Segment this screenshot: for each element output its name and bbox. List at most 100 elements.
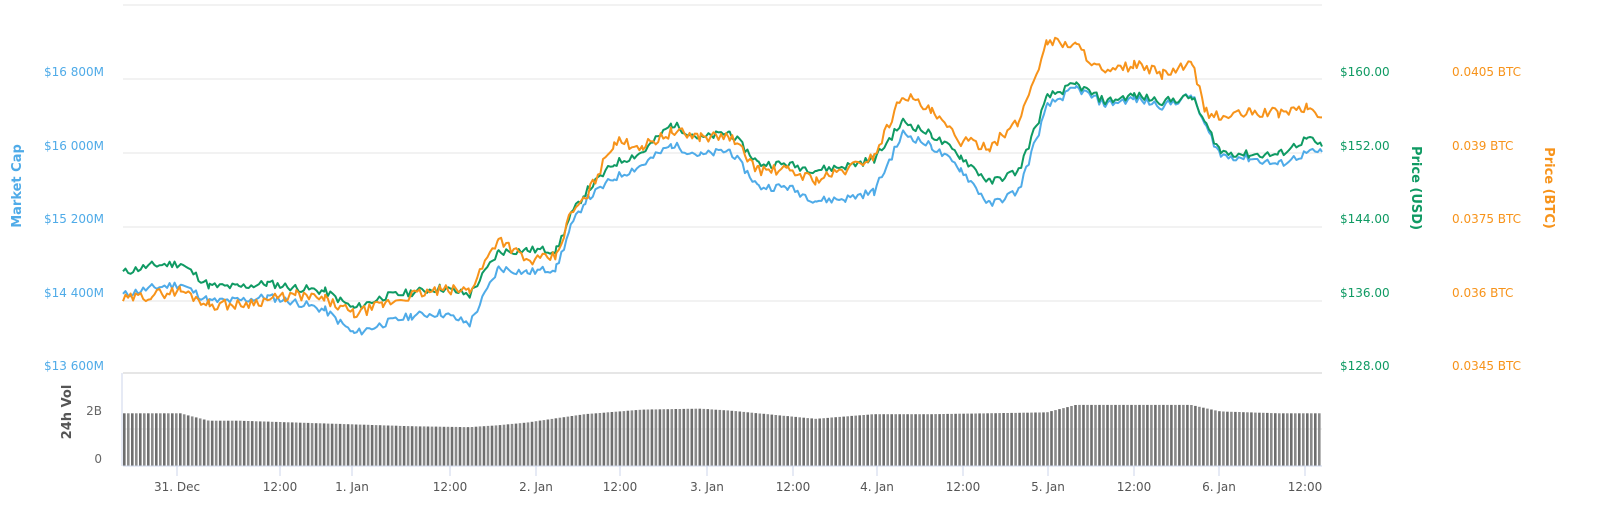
volume-bar[interactable] bbox=[838, 416, 841, 466]
volume-bar[interactable] bbox=[1078, 404, 1081, 466]
volume-bar[interactable] bbox=[147, 413, 150, 466]
volume-bar[interactable] bbox=[226, 420, 230, 466]
volume-bar[interactable] bbox=[306, 422, 310, 466]
volume-bar[interactable] bbox=[494, 425, 498, 466]
volume-bar[interactable] bbox=[1002, 413, 1005, 466]
volume-bar[interactable] bbox=[167, 413, 170, 466]
volume-bar[interactable] bbox=[1062, 408, 1065, 466]
volume-bar[interactable] bbox=[550, 418, 554, 466]
volume-bar[interactable] bbox=[1318, 413, 1321, 466]
volume-bar[interactable] bbox=[190, 416, 194, 466]
volume-bar[interactable] bbox=[1130, 404, 1133, 466]
volume-bar[interactable] bbox=[938, 414, 941, 466]
volume-bar[interactable] bbox=[222, 420, 226, 466]
volume-bar[interactable] bbox=[998, 413, 1001, 466]
volume-bar[interactable] bbox=[602, 412, 606, 466]
volume-bar[interactable] bbox=[1306, 413, 1309, 466]
volume-bar[interactable] bbox=[1042, 412, 1045, 466]
volume-bar[interactable] bbox=[858, 415, 861, 466]
volume-bar[interactable] bbox=[1046, 412, 1049, 466]
volume-bar[interactable] bbox=[1206, 408, 1209, 466]
volume-bar[interactable] bbox=[606, 412, 610, 466]
volume-bar[interactable] bbox=[1174, 404, 1177, 466]
volume-bar[interactable] bbox=[698, 408, 702, 466]
volume-bar[interactable] bbox=[1282, 413, 1285, 466]
volume-bar[interactable] bbox=[1230, 411, 1233, 466]
volume-bar[interactable] bbox=[442, 426, 446, 466]
volume-bar[interactable] bbox=[734, 411, 738, 466]
volume-bar[interactable] bbox=[686, 408, 690, 466]
volume-bar[interactable] bbox=[1234, 411, 1237, 466]
volume-bar[interactable] bbox=[1166, 404, 1169, 466]
volume-bar[interactable] bbox=[254, 421, 258, 466]
volume-bar[interactable] bbox=[1286, 413, 1289, 466]
volume-bar[interactable] bbox=[458, 427, 462, 466]
volume-bar[interactable] bbox=[490, 425, 494, 466]
volume-bar[interactable] bbox=[798, 417, 801, 466]
volume-bar[interactable] bbox=[1138, 404, 1141, 466]
volume-bar[interactable] bbox=[558, 417, 562, 466]
volume-bar[interactable] bbox=[366, 424, 370, 466]
volume-bar[interactable] bbox=[878, 414, 881, 466]
volume-bar[interactable] bbox=[262, 421, 266, 467]
volume-bar[interactable] bbox=[538, 420, 542, 466]
volume-bar[interactable] bbox=[214, 420, 218, 466]
volume-bar[interactable] bbox=[462, 427, 466, 466]
volume-bar[interactable] bbox=[962, 413, 965, 466]
volume-bar[interactable] bbox=[986, 413, 989, 466]
volume-bar[interactable] bbox=[159, 413, 162, 466]
volume-bar[interactable] bbox=[834, 417, 837, 466]
volume-bar[interactable] bbox=[990, 413, 993, 466]
volume-bar[interactable] bbox=[450, 426, 454, 466]
volume-bar[interactable] bbox=[1278, 413, 1281, 466]
volume-bar[interactable] bbox=[1310, 413, 1313, 466]
volume-bar[interactable] bbox=[910, 414, 913, 466]
volume-bar[interactable] bbox=[206, 420, 210, 467]
volume-bar[interactable] bbox=[194, 417, 198, 466]
volume-bar[interactable] bbox=[822, 418, 825, 466]
volume-bar[interactable] bbox=[486, 425, 490, 466]
volume-bar[interactable] bbox=[410, 426, 414, 466]
volume-bar[interactable] bbox=[890, 414, 893, 466]
volume-bar[interactable] bbox=[754, 413, 758, 466]
volume-bar[interactable] bbox=[127, 413, 130, 466]
volume-bar[interactable] bbox=[334, 423, 338, 466]
volume-bar[interactable] bbox=[318, 423, 322, 466]
volume-bar[interactable] bbox=[1122, 404, 1125, 466]
volume-bar[interactable] bbox=[1290, 413, 1293, 466]
volume-bar[interactable] bbox=[806, 418, 809, 466]
volume-bar[interactable] bbox=[402, 426, 406, 466]
volume-bar[interactable] bbox=[135, 413, 138, 466]
volume-bar[interactable] bbox=[662, 409, 666, 466]
volume-bar[interactable] bbox=[394, 425, 398, 466]
volume-bar[interactable] bbox=[1146, 404, 1149, 466]
volume-bar[interactable] bbox=[278, 422, 282, 466]
volume-bar[interactable] bbox=[1118, 404, 1121, 466]
volume-bar[interactable] bbox=[1262, 412, 1265, 466]
volume-bar[interactable] bbox=[930, 414, 933, 466]
series-line-price-btc[interactable] bbox=[122, 36, 1322, 319]
volume-bar[interactable] bbox=[362, 424, 366, 466]
volume-bar[interactable] bbox=[874, 414, 877, 466]
volume-bar[interactable] bbox=[1018, 412, 1021, 466]
volume-bar[interactable] bbox=[478, 426, 482, 466]
volume-bar[interactable] bbox=[1222, 411, 1225, 467]
volume-bar[interactable] bbox=[630, 410, 634, 466]
volume-bar[interactable] bbox=[426, 426, 430, 467]
volume-bar[interactable] bbox=[682, 408, 686, 466]
volume-bar[interactable] bbox=[390, 425, 394, 466]
volume-bar[interactable] bbox=[430, 426, 434, 466]
series-line-price-usd[interactable] bbox=[122, 81, 1323, 310]
volume-bar[interactable] bbox=[506, 424, 510, 466]
volume-bar[interactable] bbox=[230, 420, 234, 466]
volume-bar[interactable] bbox=[574, 415, 578, 466]
volume-bar[interactable] bbox=[322, 423, 326, 466]
volume-bar[interactable] bbox=[1074, 405, 1077, 466]
volume-bar[interactable] bbox=[1150, 404, 1153, 466]
volume-bar[interactable] bbox=[710, 409, 714, 466]
volume-bar[interactable] bbox=[1006, 413, 1009, 466]
volume-bar[interactable] bbox=[970, 413, 973, 466]
volume-bar[interactable] bbox=[694, 408, 698, 466]
volume-bar[interactable] bbox=[1274, 413, 1277, 466]
volume-bar[interactable] bbox=[202, 419, 206, 467]
